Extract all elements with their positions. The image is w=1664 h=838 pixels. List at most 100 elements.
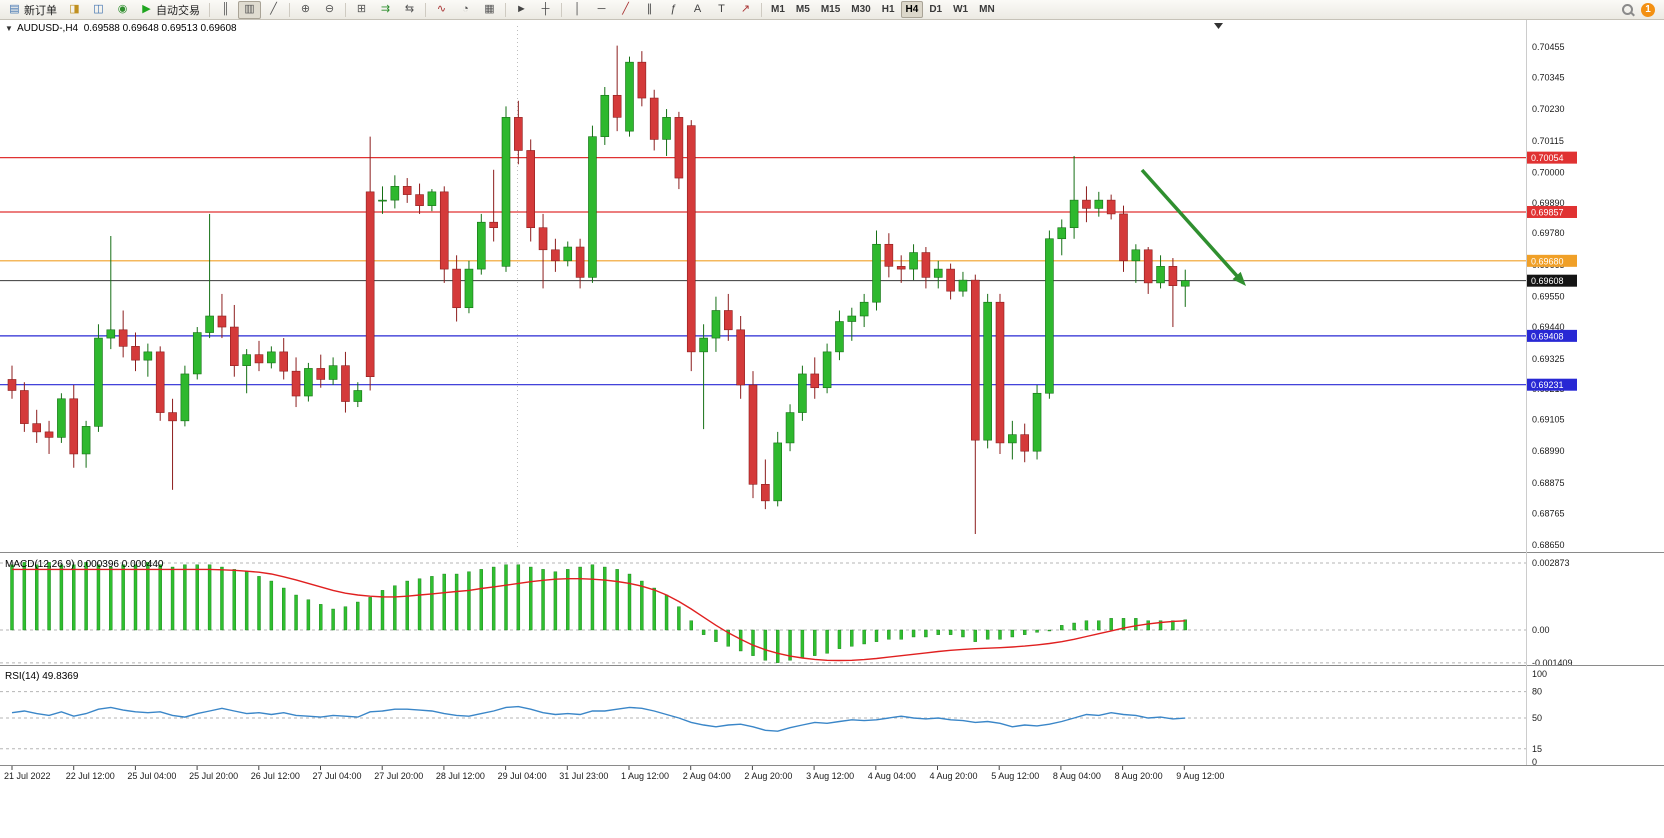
channel-button[interactable]: ∥ xyxy=(638,1,661,19)
macd-histogram-bar xyxy=(1183,619,1187,631)
timeframe-mn-button[interactable]: MN xyxy=(979,4,995,15)
timeframe-m30-button[interactable]: M30 xyxy=(851,4,871,15)
auto-scroll-button[interactable]: ⇉ xyxy=(374,1,397,19)
macd-histogram-bar xyxy=(924,629,928,638)
zoom-out-button[interactable]: ⊖ xyxy=(318,1,341,19)
candle xyxy=(155,351,165,413)
label-button[interactable]: T xyxy=(710,1,733,19)
candle xyxy=(946,268,955,292)
macd-histogram-bar xyxy=(269,580,274,631)
notification-badge[interactable]: 1 xyxy=(1641,2,1655,17)
scroll-marker-icon[interactable] xyxy=(1214,23,1223,29)
price-axis-label: 0.68990 xyxy=(1532,446,1565,456)
market-watch-button[interactable]: ◫ xyxy=(87,1,110,19)
time-axis[interactable] xyxy=(0,766,1526,786)
macd-histogram-bar xyxy=(405,580,409,631)
macd-histogram-bar xyxy=(232,569,237,631)
price-axis-label: 0.70230 xyxy=(1532,104,1565,114)
candle xyxy=(143,351,153,361)
timeframe-h1-button[interactable]: H1 xyxy=(881,4,895,15)
price-axis[interactable] xyxy=(1527,20,1664,765)
macd-histogram-bar xyxy=(726,629,730,647)
rsi-axis-label: 50 xyxy=(1532,713,1542,723)
profiles-icon: ◨ xyxy=(69,3,80,15)
macd-histogram-bar xyxy=(936,629,940,635)
macd-histogram-bar xyxy=(146,562,150,631)
macd-histogram-bar xyxy=(183,564,187,631)
candle xyxy=(94,337,103,427)
periods-button[interactable]: ◔ xyxy=(454,1,477,19)
candle xyxy=(378,199,387,202)
text-button[interactable]: A xyxy=(686,1,709,19)
auto-trading-button[interactable]: ▶ 自动交易 xyxy=(135,1,205,19)
candle xyxy=(316,368,326,380)
chart-shift-button[interactable]: ⇆ xyxy=(398,1,421,19)
crosshair-button[interactable]: ┼ xyxy=(534,1,557,19)
profiles-button[interactable]: ◨ xyxy=(63,1,86,19)
fibonacci-button[interactable]: ƒ xyxy=(662,1,685,19)
candle xyxy=(291,370,301,397)
trendline-button[interactable]: ╱ xyxy=(614,1,637,19)
candlestick-chart-button[interactable]: ▥ xyxy=(238,0,261,19)
trend-arrow-head[interactable] xyxy=(1232,271,1247,286)
macd-histogram-bar xyxy=(776,629,780,663)
support-line-upper-price-text: 0.69408 xyxy=(1531,331,1564,341)
macd-histogram-bar xyxy=(220,566,224,631)
candle xyxy=(649,97,659,140)
time-axis-label: 28 Jul 12:00 xyxy=(436,771,485,781)
time-axis-label: 29 Jul 04:00 xyxy=(498,771,547,781)
candle xyxy=(1057,227,1067,240)
search-icon[interactable] xyxy=(1622,4,1633,15)
candle xyxy=(674,117,684,179)
indicators-button[interactable]: ∿ xyxy=(430,1,453,19)
horizontal-line-button[interactable]: ─ xyxy=(590,1,613,19)
zoom-in-button[interactable]: ⊕ xyxy=(294,1,317,19)
macd-histogram-bar xyxy=(788,629,792,661)
pivot-line-price-text: 0.69680 xyxy=(1531,256,1564,266)
candle xyxy=(81,426,91,455)
chart-dropdown-icon[interactable]: ▼ xyxy=(5,24,13,33)
data-window-button[interactable]: ◉ xyxy=(111,1,134,19)
candle xyxy=(711,310,721,339)
tile-windows-button[interactable]: ⊞ xyxy=(350,1,373,19)
candle xyxy=(267,351,276,364)
macd-histogram-bar xyxy=(985,629,990,640)
new-order-button[interactable]: ▤ 新订单 xyxy=(3,1,62,19)
trend-arrow[interactable] xyxy=(1140,168,1241,280)
rsi-indicator-label: RSI(14) 49.8369 xyxy=(5,671,79,682)
macd-histogram-bar xyxy=(47,562,51,631)
timeframe-d1-button[interactable]: D1 xyxy=(929,4,943,15)
vertical-line-button[interactable]: │ xyxy=(566,1,589,19)
arrows-button[interactable]: ↗ xyxy=(734,1,757,19)
cursor-button[interactable]: ► xyxy=(510,1,533,19)
macd-histogram-bar xyxy=(1146,620,1150,631)
price-axis-label: 0.70455 xyxy=(1532,42,1565,52)
macd-histogram-bar xyxy=(22,562,27,631)
macd-histogram-bar xyxy=(368,597,372,631)
macd-histogram-bar xyxy=(1023,629,1027,635)
candle xyxy=(847,315,857,322)
time-axis-label: 25 Jul 04:00 xyxy=(127,771,176,781)
bar-chart-button[interactable]: ║ xyxy=(214,1,237,19)
timeframe-h4-button[interactable]: H4 xyxy=(900,1,924,18)
macd-histogram-bar xyxy=(343,606,348,631)
ohlc-values: 0.69588 0.69648 0.69513 0.69608 xyxy=(83,23,237,34)
candle xyxy=(625,61,634,132)
templates-button[interactable]: ▦ xyxy=(478,1,501,19)
pivot-line-price-box xyxy=(1527,254,1577,267)
candle xyxy=(563,246,573,262)
candle xyxy=(489,221,498,229)
timeframe-m15-button[interactable]: M15 xyxy=(820,4,841,15)
timeframe-m1-button[interactable]: M1 xyxy=(771,4,785,15)
timeframe-m5-button[interactable]: M5 xyxy=(795,4,810,15)
macd-histogram-bar xyxy=(640,580,644,631)
macd-histogram-bar xyxy=(244,571,249,631)
tile-icon: ⊞ xyxy=(356,3,367,15)
candle xyxy=(686,125,696,353)
time-axis-label: 2 Aug 04:00 xyxy=(683,771,731,781)
timeframe-w1-button[interactable]: W1 xyxy=(953,4,969,15)
line-chart-button[interactable]: ╱ xyxy=(262,1,285,19)
candle xyxy=(230,326,239,366)
macd-histogram-bar xyxy=(109,566,113,631)
vline-icon: │ xyxy=(574,3,581,15)
